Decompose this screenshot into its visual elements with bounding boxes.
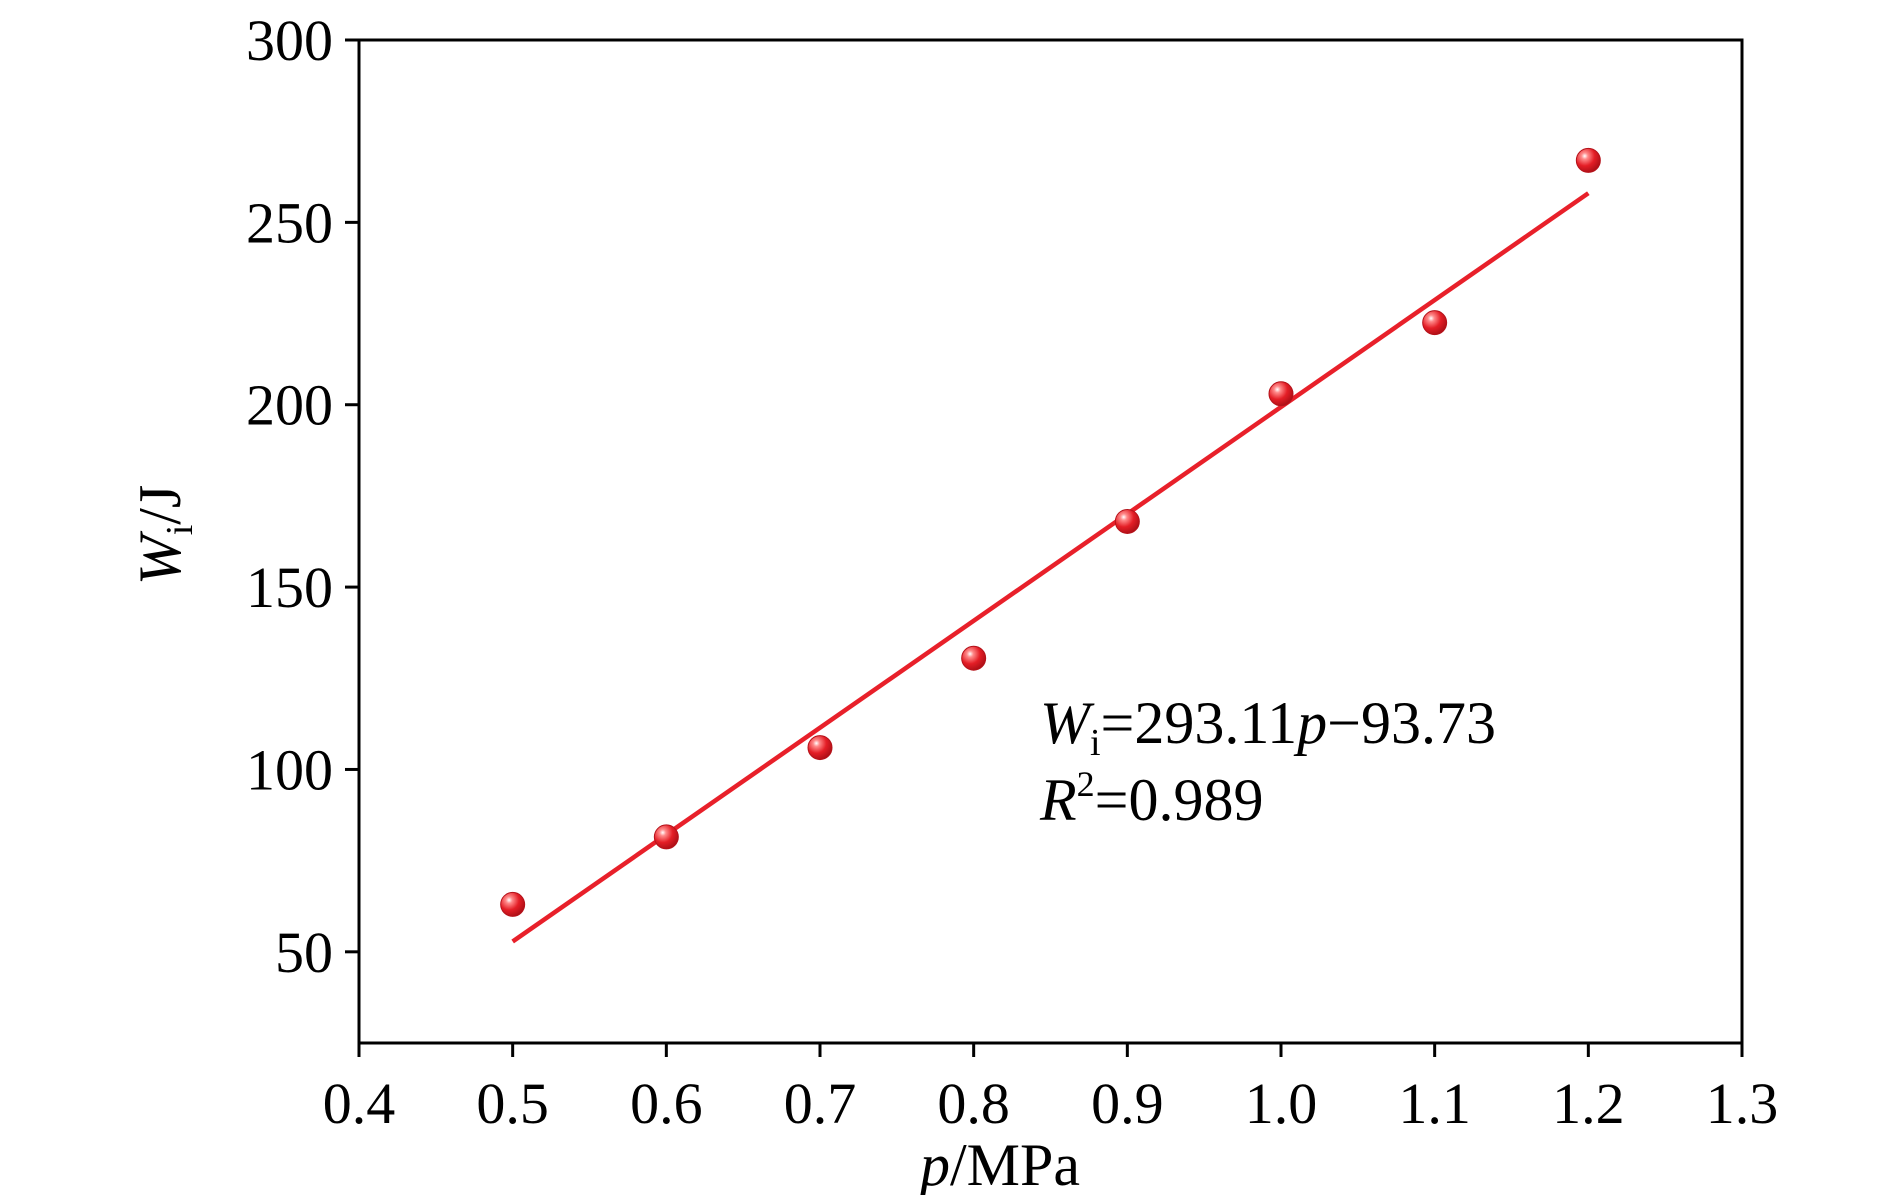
x-tick-label: 1.2	[1552, 1071, 1625, 1136]
data-points	[500, 147, 1601, 917]
y-tick-label: 100	[246, 737, 333, 802]
data-point	[1575, 147, 1601, 173]
x-tick-label: 0.6	[630, 1071, 703, 1136]
y-axis-label: Wi/J	[127, 485, 201, 586]
data-point	[1268, 381, 1294, 407]
eq-intercept: −93.73	[1327, 690, 1496, 756]
data-point	[1114, 508, 1140, 534]
fit-line	[511, 191, 1590, 944]
x-tick-label: 0.9	[1091, 1071, 1164, 1136]
eq-variable: p	[1293, 690, 1327, 756]
y-tick-label: 150	[246, 555, 333, 620]
x-tick-label: 0.8	[937, 1071, 1010, 1136]
x-tick-label: 1.3	[1706, 1071, 1779, 1136]
x-axis-tick-labels: 0.4 0.5 0.6 0.7 0.8 0.9 1.0 1.1 1.2 1.3	[323, 1071, 1779, 1136]
y-tick-label: 300	[246, 8, 333, 73]
x-tick-label: 1.0	[1245, 1071, 1318, 1136]
x-axis-unit: /MPa	[950, 1132, 1080, 1195]
data-point	[500, 891, 526, 917]
y-axis-ticks	[345, 38, 359, 954]
y-tick-label: 50	[275, 920, 333, 985]
y-axis-symbol: W	[127, 530, 193, 585]
eq-slope: =293.11	[1101, 690, 1298, 756]
r2-symbol: R	[1039, 767, 1077, 833]
y-tick-label: 250	[246, 190, 333, 255]
x-tick-label: 1.1	[1398, 1071, 1471, 1136]
data-point	[807, 735, 833, 761]
data-point	[653, 824, 679, 850]
x-axis-ticks	[357, 1043, 1744, 1057]
fit-equation: Wi=293.11p−93.73	[1040, 690, 1496, 764]
r-squared: R2=0.989	[1039, 764, 1264, 833]
x-axis-label: p/MPa	[916, 1132, 1080, 1195]
y-tick-label: 200	[246, 373, 333, 438]
r2-superscript: 2	[1077, 764, 1095, 804]
y-axis-subscript: i	[159, 525, 201, 536]
plot-frame	[357, 38, 1744, 1045]
eq-lhs-symbol: W	[1040, 690, 1095, 756]
y-axis-unit: /J	[127, 485, 193, 525]
x-tick-label: 0.4	[323, 1071, 396, 1136]
y-axis-tick-labels: 50 100 150 200 250 300	[246, 8, 333, 985]
x-axis-symbol: p	[916, 1132, 950, 1195]
eq-lhs-subscript: i	[1090, 722, 1101, 764]
x-tick-label: 0.7	[784, 1071, 857, 1136]
data-point	[1422, 310, 1448, 336]
data-point	[961, 645, 987, 671]
x-tick-label: 0.5	[476, 1071, 549, 1136]
r2-value: =0.989	[1095, 767, 1264, 833]
